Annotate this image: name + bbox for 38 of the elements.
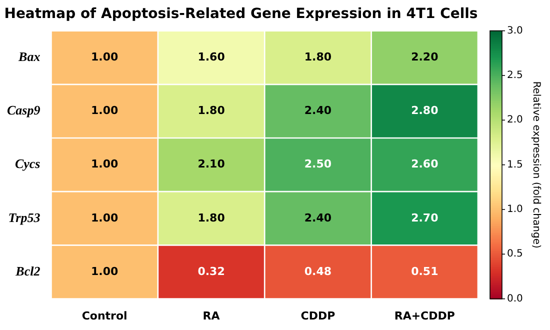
color-bar-label: 0.5 <box>507 248 523 260</box>
data-label: 2.40 <box>304 104 332 118</box>
data-label: 1.00 <box>91 264 118 278</box>
y-tick-label: Cycs <box>14 156 40 172</box>
data-label: 0.32 <box>198 264 225 278</box>
data-label: 2.20 <box>411 50 439 64</box>
color-bar-label: 1.0 <box>507 204 523 216</box>
data-label: 2.60 <box>411 158 439 171</box>
color-bar-label: 3.0 <box>507 25 523 36</box>
data-label: 0.51 <box>411 264 438 278</box>
y-tick-label: Trp53 <box>8 210 41 225</box>
data-label: 1.60 <box>198 50 226 64</box>
x-tick-label: RA+CDDP <box>394 309 455 322</box>
data-label: 1.00 <box>91 158 118 171</box>
data-label: 1.80 <box>198 211 226 224</box>
color-bar-label: 0.0 <box>507 293 523 304</box>
color-bar-label: 2.5 <box>507 70 523 82</box>
data-label: 1.80 <box>304 50 332 64</box>
data-label: 1.00 <box>91 50 118 64</box>
data-label: 1.80 <box>198 104 226 118</box>
data-label: 2.50 <box>304 158 332 171</box>
x-tick-label: Control <box>82 309 128 322</box>
chart-title: Heatmap of Apoptosis-Related Gene Expression in 4T1 Cells <box>4 6 478 22</box>
data-label: 2.40 <box>304 211 332 224</box>
data-label: 1.00 <box>91 104 118 118</box>
y-tick-label: Bax <box>18 48 41 64</box>
data-label: 2.70 <box>411 211 439 224</box>
color-bar-label: 2.0 <box>507 114 523 126</box>
data-label: 1.00 <box>91 211 118 224</box>
color-bar-title: Relative expression (fold change) <box>530 81 542 248</box>
data-label: 2.10 <box>198 158 226 171</box>
x-tick-label: RA <box>202 309 220 322</box>
data-label: 0.48 <box>304 264 332 278</box>
data-label: 2.80 <box>411 104 439 118</box>
y-tick-label: Casp9 <box>6 102 41 118</box>
y-tick-label: Bcl2 <box>14 263 41 278</box>
color-bar-label: 1.5 <box>507 159 523 170</box>
x-tick-label: CDDP <box>300 309 336 322</box>
